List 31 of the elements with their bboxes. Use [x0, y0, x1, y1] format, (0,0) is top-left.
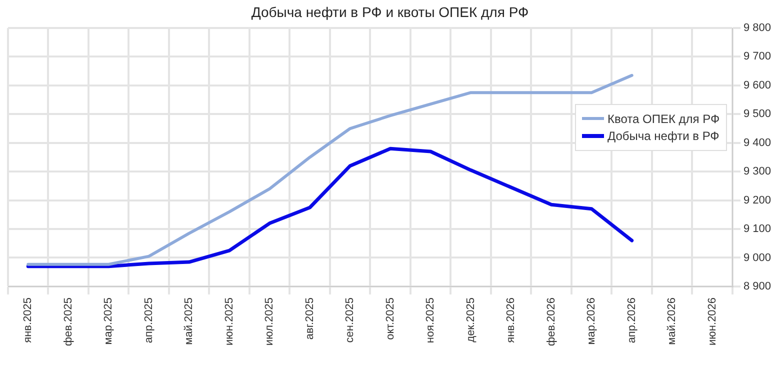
y-tick-label: 9 300: [743, 166, 772, 178]
y-tick-label: 9 600: [743, 79, 772, 92]
x-tick-label: дек.2025: [464, 297, 477, 342]
x-tick-label: апр.2025: [142, 297, 155, 344]
x-tick-label: апр.2026: [626, 297, 638, 344]
y-tick-label: 8 900: [743, 280, 772, 292]
x-tick-label: фев.2025: [62, 297, 74, 346]
y-tick-label: 9 800: [743, 22, 772, 34]
x-tick-label: июн.2025: [223, 297, 236, 346]
legend-label: Квота ОПЕК для РФ: [607, 112, 720, 126]
y-tick-label: 9 200: [743, 194, 772, 206]
x-tick-label: май.2026: [666, 297, 678, 345]
x-tick-label: мар.2026: [586, 297, 598, 345]
y-tick-label: 9 500: [743, 108, 772, 120]
x-tick-label: янв.2026: [505, 297, 518, 343]
x-tick-label: июн.2026: [706, 297, 718, 346]
x-tick-label: авг.2025: [304, 297, 316, 340]
legend-label: Добыча нефти в РФ: [607, 128, 720, 143]
x-tick-label: мар.2025: [102, 297, 115, 345]
x-tick-label: июл.2025: [264, 297, 276, 346]
x-tick-label: сен.2025: [344, 297, 356, 343]
x-tick-label: ноя.2025: [424, 297, 437, 344]
x-tick-label: янв.2025: [22, 297, 34, 343]
y-tick-label: 9 000: [743, 252, 772, 264]
x-tick-label: фев.2026: [545, 297, 558, 346]
y-tick-label: 9 100: [743, 223, 772, 236]
chart-title: Добыча нефти в РФ и квоты ОПЕК для РФ: [250, 4, 530, 20]
x-tick-label: май.2025: [183, 297, 196, 345]
y-tick-label: 9 700: [743, 50, 772, 63]
x-tick-label: окт.2025: [384, 297, 396, 340]
y-tick-label: 9 400: [743, 136, 772, 149]
